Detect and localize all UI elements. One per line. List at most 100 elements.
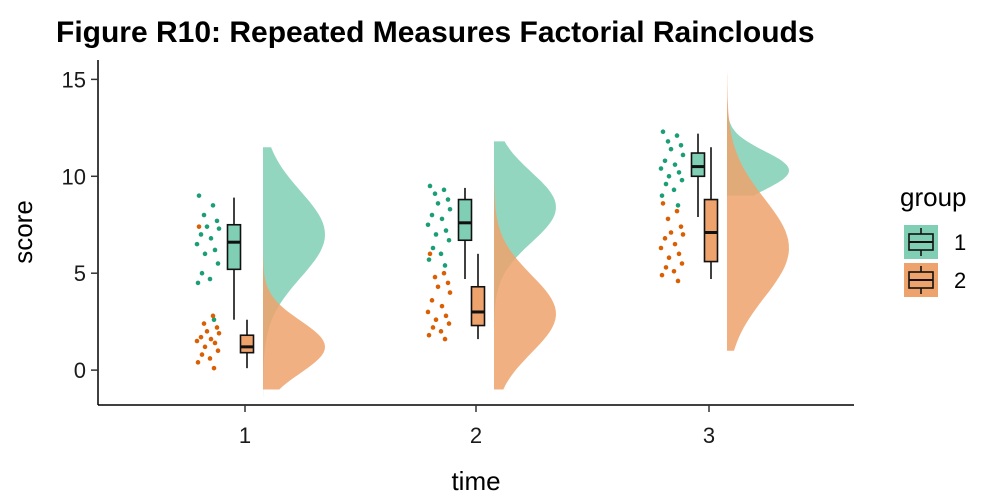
point-group-2-time-3 <box>675 278 681 284</box>
legend-label: 1 <box>954 230 966 255</box>
y-tick-label: 5 <box>74 261 86 286</box>
point-group-1-time-2 <box>441 187 447 193</box>
density-group-2-time-1 <box>263 205 325 390</box>
point-group-2-time-1 <box>214 325 220 330</box>
point-group-1-time-1 <box>198 232 204 237</box>
point-group-2-time-2 <box>441 270 447 276</box>
y-tick-label: 10 <box>62 164 86 189</box>
point-group-2-time-1 <box>196 224 202 229</box>
point-group-1-time-3 <box>674 133 680 138</box>
legend-title: group <box>900 182 967 212</box>
point-group-1-time-3 <box>660 129 666 135</box>
x-tick-label: 1 <box>239 423 251 448</box>
point-group-1-time-3 <box>666 173 672 179</box>
point-group-2-time-3 <box>680 232 686 237</box>
box-group-1-time-2 <box>457 198 473 242</box>
point-group-1-time-3 <box>663 181 669 187</box>
point-group-1-time-3 <box>680 152 686 158</box>
point-group-2-time-3 <box>676 251 682 257</box>
point-group-1-time-3 <box>672 162 678 167</box>
density-group-2-time-3 <box>727 73 789 351</box>
point-group-2-time-3 <box>671 268 677 274</box>
y-tick-label: 15 <box>62 67 86 92</box>
point-group-1-time-3 <box>671 187 677 193</box>
point-group-2-time-3 <box>663 265 669 270</box>
point-group-1-time-1 <box>196 193 202 198</box>
point-group-2-time-3 <box>679 261 685 266</box>
point-group-1-time-3 <box>676 170 682 175</box>
point-group-1-time-3 <box>658 166 664 171</box>
point-group-1-time-1 <box>210 203 216 208</box>
point-group-1-time-2 <box>435 201 441 206</box>
point-group-2-time-3 <box>660 201 666 206</box>
point-group-2-time-2 <box>439 303 445 309</box>
point-group-2-time-3 <box>668 230 674 235</box>
box-group-2-time-3 <box>703 198 719 263</box>
plot-area <box>194 73 789 400</box>
point-group-1-time-1 <box>201 212 207 218</box>
point-group-1-time-2 <box>432 191 438 197</box>
point-group-1-time-2 <box>438 251 444 257</box>
point-group-1-time-2 <box>425 222 431 228</box>
point-group-2-time-1 <box>208 336 214 342</box>
point-group-1-time-2 <box>429 212 435 218</box>
point-group-2-time-2 <box>433 317 439 323</box>
chart-title: Figure R10: Repeated Measures Factorial … <box>56 16 815 49</box>
point-group-1-time-1 <box>195 280 201 286</box>
density-group-1-time-1 <box>263 147 325 400</box>
point-group-2-time-2 <box>430 325 436 330</box>
point-group-1-time-2 <box>442 263 448 268</box>
point-group-2-time-1 <box>216 330 222 336</box>
point-group-2-time-2 <box>425 309 431 315</box>
point-group-2-time-1 <box>199 352 205 357</box>
point-group-1-time-3 <box>659 193 665 198</box>
density-group-1-time-2 <box>494 141 556 326</box>
point-group-2-time-3 <box>672 241 678 247</box>
point-group-2-time-1 <box>204 329 210 334</box>
point-group-1-time-2 <box>446 237 452 243</box>
point-group-2-time-2 <box>438 329 444 334</box>
point-group-2-time-3 <box>662 236 668 241</box>
point-group-2-time-1 <box>215 348 221 354</box>
legend: group 1 2 <box>900 182 967 297</box>
point-group-2-time-2 <box>442 336 448 342</box>
point-group-2-time-2 <box>427 251 433 257</box>
point-group-2-time-1 <box>194 338 200 344</box>
point-group-1-time-1 <box>208 236 214 241</box>
point-group-1-time-1 <box>214 218 220 224</box>
point-group-1-time-2 <box>447 206 453 212</box>
point-group-2-time-1 <box>202 344 208 350</box>
y-axis-ticks: 0 5 10 15 <box>62 67 98 383</box>
point-group-1-time-1 <box>216 226 222 231</box>
point-group-2-time-1 <box>210 313 216 319</box>
x-axis-label: time <box>451 466 500 496</box>
point-group-2-time-2 <box>429 298 435 303</box>
point-group-2-time-1 <box>207 356 213 361</box>
point-group-2-time-1 <box>211 365 217 371</box>
point-group-1-time-3 <box>679 177 685 183</box>
point-group-2-time-2 <box>446 321 452 326</box>
point-group-2-time-1 <box>198 334 204 340</box>
y-tick-label: 0 <box>74 358 86 383</box>
point-group-1-time-1 <box>207 276 213 282</box>
point-group-1-time-3 <box>665 139 671 144</box>
point-group-1-time-2 <box>439 216 445 222</box>
box-group-1-time-1 <box>226 223 242 271</box>
point-group-1-time-2 <box>433 232 439 237</box>
x-tick-label: 3 <box>703 423 715 448</box>
point-group-2-time-3 <box>659 272 665 278</box>
point-group-1-time-1 <box>199 270 205 276</box>
point-group-1-time-1 <box>211 317 217 323</box>
point-group-2-time-2 <box>445 280 451 286</box>
point-group-1-time-2 <box>427 183 433 189</box>
point-group-1-time-3 <box>675 203 681 208</box>
point-group-2-time-2 <box>432 274 438 280</box>
point-group-2-time-3 <box>674 208 680 214</box>
density-group-2-time-2 <box>494 141 556 390</box>
point-group-2-time-1 <box>195 360 201 365</box>
x-tick-label: 2 <box>470 423 482 448</box>
point-group-1-time-1 <box>215 261 221 266</box>
point-group-1-time-1 <box>212 247 218 253</box>
point-group-1-time-2 <box>426 257 432 262</box>
